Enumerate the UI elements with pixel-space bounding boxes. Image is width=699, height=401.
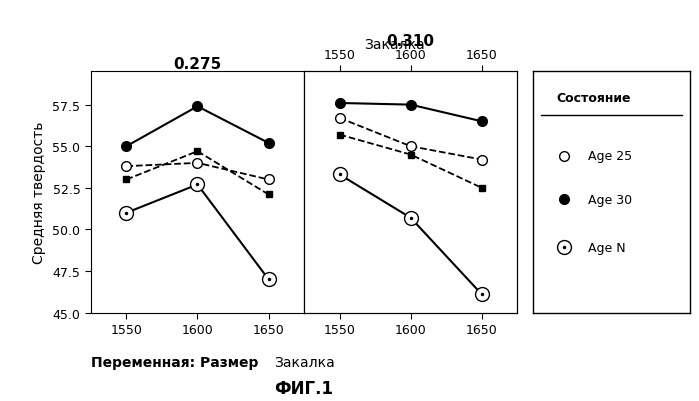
Text: Закалка: Закалка <box>274 355 334 369</box>
Text: Переменная: Размер: Переменная: Размер <box>91 355 258 369</box>
Y-axis label: Средняя твердость: Средняя твердость <box>31 122 45 263</box>
Text: ФИГ.1: ФИГ.1 <box>275 379 333 397</box>
Text: Закалка: Закалка <box>365 38 425 52</box>
Text: Age 30: Age 30 <box>588 193 632 206</box>
Title: 0.310: 0.310 <box>387 34 435 49</box>
Text: Age 25: Age 25 <box>588 150 632 163</box>
Title: 0.275: 0.275 <box>173 57 222 72</box>
Text: Age N: Age N <box>588 241 626 254</box>
Text: Состояние: Состояние <box>556 91 630 104</box>
